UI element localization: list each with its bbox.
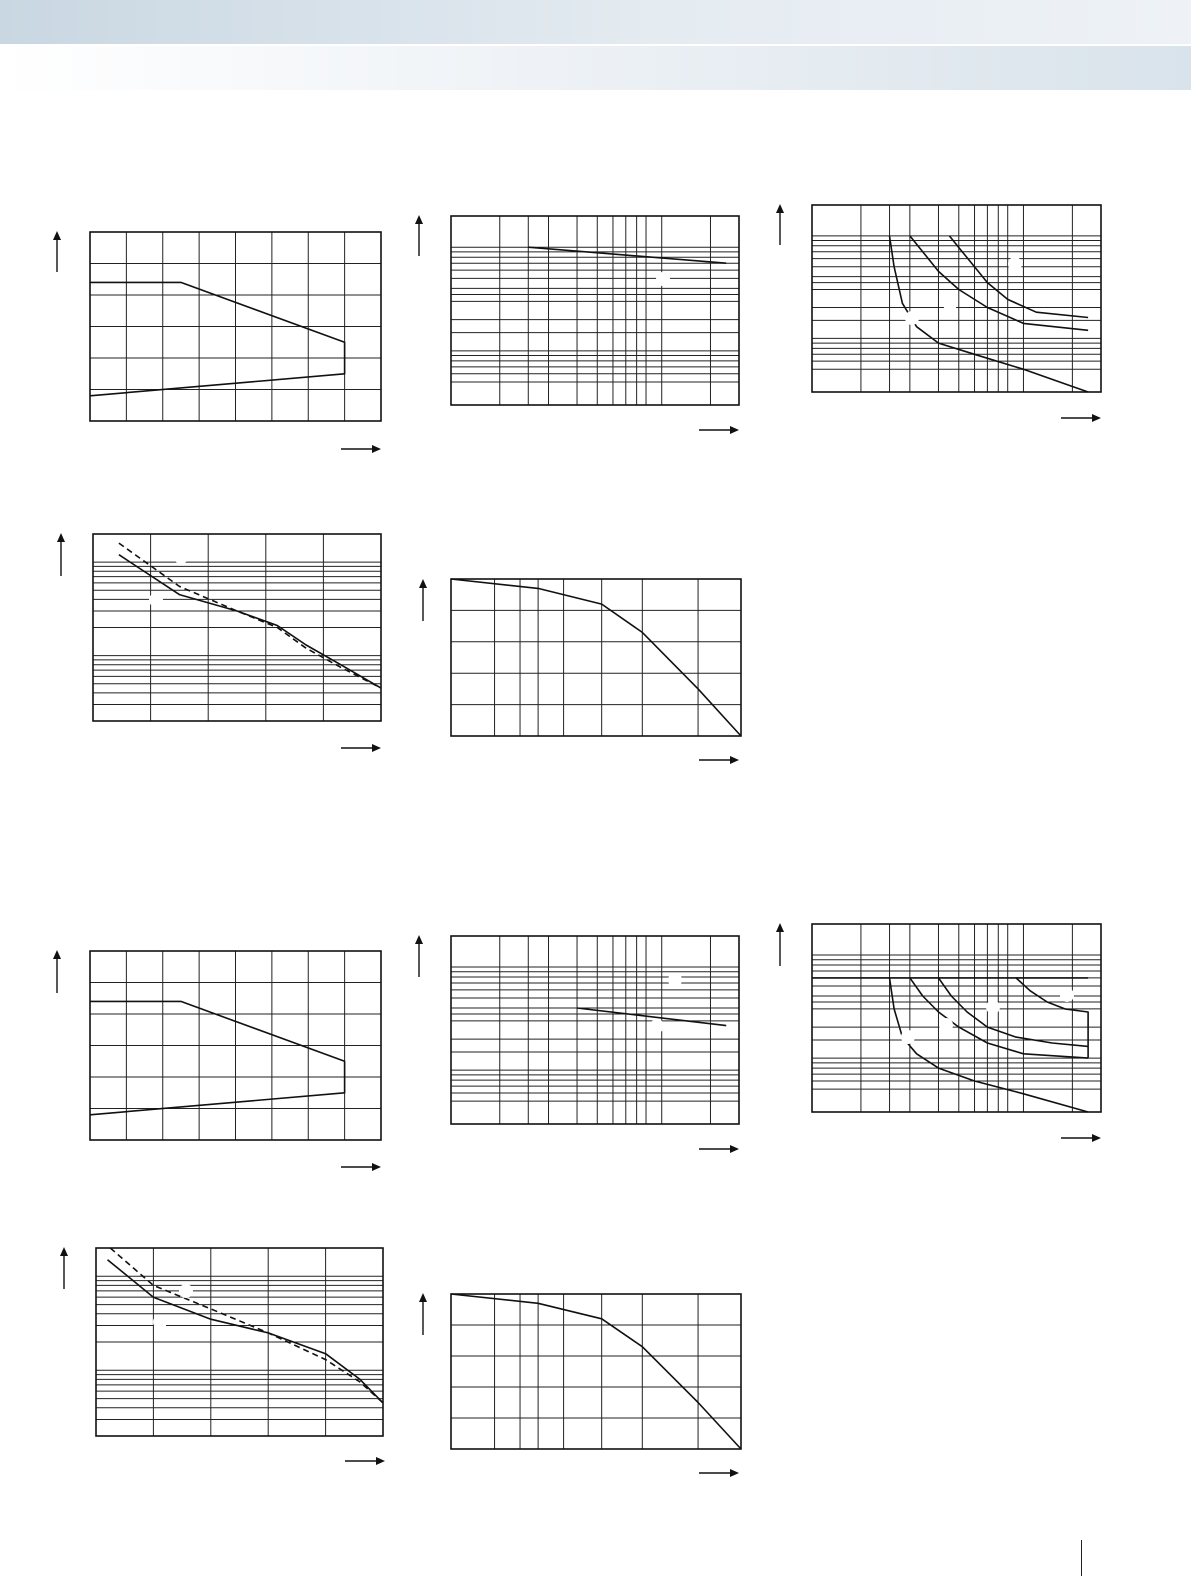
curve-marker <box>986 1000 1000 1014</box>
plot-frame <box>92 533 382 722</box>
plot-frame <box>811 204 1102 393</box>
y-axis-arrowhead <box>419 1293 427 1302</box>
y-axis-arrowhead <box>57 533 65 542</box>
x-axis-arrowhead <box>1092 414 1101 422</box>
y-axis-arrowhead <box>776 923 784 932</box>
curve-marker <box>943 297 957 311</box>
curve-marker <box>656 272 670 286</box>
y-axis-arrowhead <box>60 1247 68 1256</box>
curve <box>1015 977 1089 1059</box>
chart-p8 <box>776 923 1102 1142</box>
curve <box>576 1007 727 1027</box>
x-axis-arrowhead <box>372 1163 381 1171</box>
plot-frame <box>450 935 740 1125</box>
curve <box>909 235 1089 332</box>
plot-frame <box>89 231 382 422</box>
curve-dashed <box>118 542 382 689</box>
chart-p2 <box>415 215 740 434</box>
curve <box>948 235 1089 319</box>
plot-frame <box>450 1293 742 1450</box>
chart-p1 <box>53 231 382 453</box>
y-axis-arrowhead <box>415 935 423 944</box>
curve <box>450 578 742 737</box>
curve-marker <box>174 550 188 564</box>
curve-marker <box>650 1019 664 1033</box>
x-axis-arrowhead <box>372 744 381 752</box>
curve <box>89 1000 346 1116</box>
curve-dashed <box>109 1247 384 1404</box>
plot-frame <box>811 923 1102 1113</box>
y-axis-arrowhead <box>53 231 61 240</box>
curve <box>888 977 1089 1113</box>
curve-marker <box>179 1284 193 1298</box>
curve-marker <box>1008 257 1022 271</box>
plot-frame <box>450 215 740 406</box>
curve <box>888 235 1089 393</box>
subheader-band <box>0 46 1191 90</box>
chart-p3 <box>776 204 1102 422</box>
y-axis-arrowhead <box>776 204 784 213</box>
curve <box>937 977 1089 1048</box>
curve-marker <box>901 1030 915 1044</box>
plot-frame <box>450 578 742 737</box>
header-band <box>0 0 1191 44</box>
x-axis-arrowhead <box>730 756 739 764</box>
curve <box>450 1293 742 1450</box>
plot-frame <box>89 950 382 1141</box>
chart-p10 <box>419 1293 742 1477</box>
curve <box>89 281 346 397</box>
curve <box>118 554 382 689</box>
y-axis-arrowhead <box>415 215 423 224</box>
y-axis-arrowhead <box>53 950 61 959</box>
curve-marker <box>939 1018 953 1032</box>
chart-p6 <box>53 950 382 1171</box>
curve-marker <box>905 311 919 325</box>
x-axis-arrowhead <box>372 445 381 453</box>
chart-p7 <box>415 935 740 1153</box>
x-axis-arrowhead <box>1092 1134 1101 1142</box>
page-number-rule <box>1081 1540 1082 1576</box>
x-axis-arrowhead <box>730 1469 739 1477</box>
chart-p4 <box>57 533 382 752</box>
x-axis-arrowhead <box>730 426 739 434</box>
x-axis-arrowhead <box>730 1145 739 1153</box>
curve-marker <box>668 973 682 987</box>
curve <box>909 977 1089 1059</box>
curve-marker <box>149 593 163 607</box>
chart-p9 <box>60 1247 385 1465</box>
chart-p5 <box>419 578 742 764</box>
plot-frame <box>95 1247 384 1437</box>
curve <box>528 246 727 264</box>
curve-marker <box>153 1315 167 1329</box>
x-axis-arrowhead <box>376 1457 385 1465</box>
y-axis-arrowhead <box>419 579 427 588</box>
curve-marker <box>1060 988 1074 1002</box>
